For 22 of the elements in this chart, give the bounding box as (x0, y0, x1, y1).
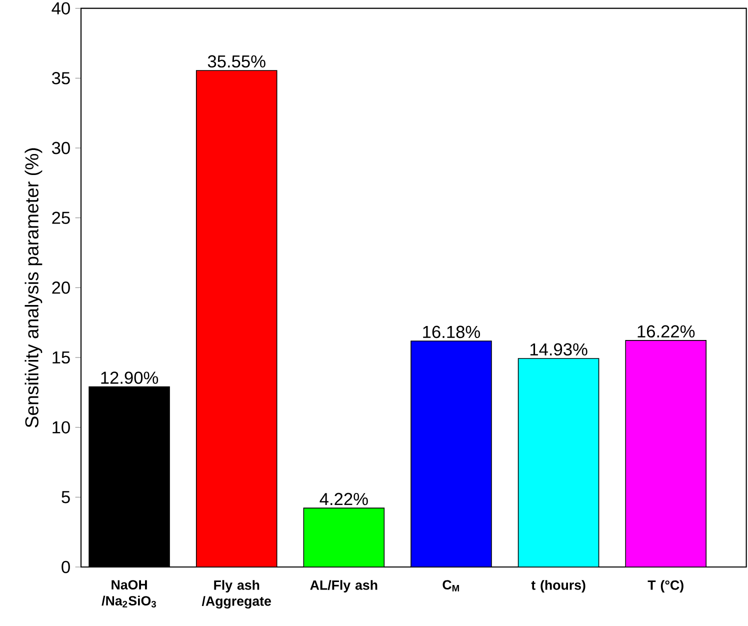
y-tick-label: 40 (52, 2, 70, 14)
y-tick-label: 15 (52, 351, 70, 364)
y-tick-label: 0 (62, 560, 70, 574)
x-tick-label: t (hours) (531, 580, 586, 592)
data-label: 35.55% (208, 55, 266, 68)
x-tick-label: NaOH /Na$_{2}$SiO$_{3}$ (102, 580, 156, 608)
data-label: 16.18% (423, 326, 480, 338)
y-tick-label: 5 (62, 491, 70, 504)
data-label: 4.22% (320, 492, 368, 506)
data-label: 14.93% (530, 343, 588, 356)
y-tick-label: 30 (52, 142, 70, 154)
y-tick-label: 20 (52, 282, 70, 294)
y-tick-label: 35 (52, 72, 70, 84)
x-tick-label: C$_{M}$ (442, 580, 459, 592)
y-tick-label: 10 (52, 421, 70, 434)
y-axis-title: Sensitivity analysis parameter (%) (24, 148, 42, 428)
data-label: 16.22% (638, 325, 695, 338)
x-tick-label: T (°C) (648, 580, 684, 592)
y-tick-label: 25 (52, 212, 70, 224)
x-tick-label: Fly ash /Aggregate (202, 580, 271, 609)
x-tick-label: AL/Fly ash (310, 580, 378, 592)
data-label: 12.90% (101, 372, 158, 384)
